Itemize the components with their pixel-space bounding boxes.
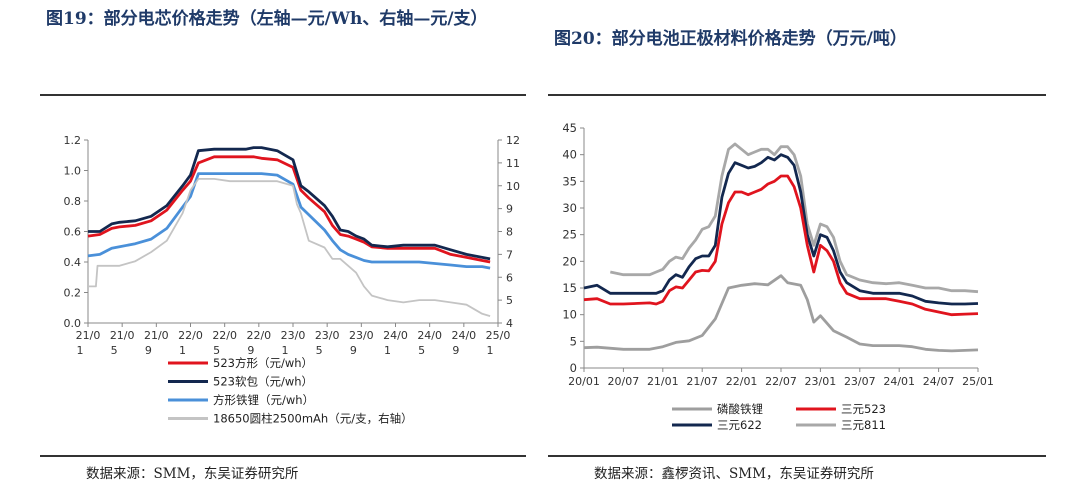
divider-left-bottom (40, 455, 526, 457)
x-tick-label: 24/0 (451, 329, 476, 342)
series-line-3 (87, 172, 491, 270)
legend-label: 磷酸铁锂 (717, 402, 763, 416)
y-tick-label: 5 (570, 334, 577, 348)
x-tick-label: 21/0 (110, 329, 135, 342)
x-tick-label: 20/07 (608, 375, 640, 388)
series-line-2 (583, 174, 979, 317)
series-line-2 (88, 146, 491, 261)
y-tick-label: 10 (562, 308, 577, 322)
y-right-tick-label: 5 (506, 294, 513, 307)
x-tick-label: 1 (384, 344, 391, 357)
y-tick-label: 25 (562, 228, 577, 242)
x-tick-label: 22/07 (765, 375, 797, 388)
x-tick-label: 24/01 (883, 375, 915, 388)
y-right-tick-label: 8 (506, 226, 513, 239)
x-tick-label: 24/0 (383, 329, 408, 342)
x-tick-label: 23/0 (281, 329, 306, 342)
x-tick-label: 23/0 (349, 329, 374, 342)
x-tick-label: 5 (418, 344, 425, 357)
y-left-tick-label: 1.0 (64, 165, 82, 178)
x-tick-label: 9 (452, 344, 459, 357)
x-tick-label: 9 (350, 344, 357, 357)
y-tick-label: 20 (562, 254, 577, 268)
y-tick-label: 0 (570, 361, 577, 375)
y-left-tick-label: 0.0 (64, 317, 82, 330)
y-right-tick-label: 4 (506, 317, 513, 330)
chart-right-plot: 0 5 10 15 20 25 30 35 40 45 20/01 20/07 21/01 21/07 22… (562, 121, 994, 432)
y-right-tick-label: 12 (506, 134, 520, 147)
x-tick-label: 9 (247, 344, 254, 357)
x-tick-label: 1 (282, 344, 289, 357)
x-tick-label: 1 (487, 344, 494, 357)
y-left-tick-label: 0.4 (64, 256, 82, 269)
y-right-tick-label: 9 (506, 203, 513, 216)
x-tick-label: 5 (111, 344, 118, 357)
x-tick-label: 23/07 (844, 375, 876, 388)
x-tick-label: 24/07 (923, 375, 955, 388)
y-left-tick-label: 0.8 (64, 195, 82, 208)
x-tick-label: 23/01 (805, 375, 837, 388)
x-tick-label: 21/07 (686, 375, 718, 388)
y-tick-label: 45 (562, 121, 577, 135)
x-tick-label: 21/01 (647, 375, 679, 388)
source-left: 数据来源：SMM，东吴证券研究所 (86, 466, 299, 482)
x-tick-label: 22/0 (178, 329, 203, 342)
chart-title-left: 图19：部分电芯价格走势（左轴—元/Wh、右轴—元/支） (46, 9, 488, 29)
y-tick-label: 15 (562, 281, 577, 295)
x-tick-label: 5 (213, 344, 220, 357)
y-right-tick-label: 11 (506, 157, 520, 170)
series-line-1 (87, 155, 491, 264)
legend-label: 18650圆柱2500mAh（元/支，右轴） (213, 412, 413, 426)
y-left-tick-label: 1.2 (64, 134, 82, 147)
series-line-3 (583, 153, 979, 306)
series-line-4 (88, 178, 491, 317)
y-right-tick-label: 7 (506, 248, 513, 261)
y-left-tick-label: 0.6 (64, 226, 82, 239)
x-tick-label: 21/0 (144, 329, 169, 342)
x-tick-label: 24/0 (417, 329, 442, 342)
legend-label: 523方形（元/wh） (213, 356, 313, 370)
divider-right-top (548, 94, 1046, 96)
legend-label: 523软包（元/wh） (213, 375, 313, 389)
legend-label: 三元622 (717, 418, 762, 432)
x-tick-label: 25/0 (486, 329, 511, 342)
divider-right-bottom (548, 455, 1046, 457)
x-tick-label: 5 (316, 344, 323, 357)
series-line-4 (610, 142, 979, 294)
x-tick-label: 22/01 (726, 375, 758, 388)
chart-title-right: 图20：部分电池正极材料价格走势（万元/吨） (554, 29, 907, 49)
series-line-1 (583, 274, 979, 353)
y-tick-label: 40 (562, 148, 577, 162)
x-tick-label: 22/0 (246, 329, 271, 342)
x-tick-label: 22/0 (212, 329, 237, 342)
y-right-tick-label: 10 (506, 180, 520, 193)
legend-label: 三元811 (841, 418, 886, 432)
x-tick-label: 23/0 (315, 329, 340, 342)
y-right-tick-label: 6 (506, 271, 513, 284)
y-tick-label: 35 (562, 174, 577, 188)
x-tick-label: 9 (145, 344, 152, 357)
divider-left-top (40, 94, 526, 96)
legend-label: 方形铁锂（元/wh） (213, 393, 314, 407)
x-tick-label: 1 (77, 344, 84, 357)
chart-left-plot: 0.00.20.40.60.81.01.245678910111221/0121… (64, 134, 521, 426)
y-tick-label: 30 (562, 201, 577, 215)
legend-label: 三元523 (841, 402, 886, 416)
x-tick-label: 25/01 (962, 375, 994, 388)
x-tick-label: 21/0 (76, 329, 101, 342)
y-left-tick-label: 0.2 (64, 287, 82, 300)
source-right: 数据来源：鑫椤资讯、SMM，东吴证券研究所 (594, 466, 874, 482)
x-tick-label: 20/01 (568, 375, 600, 388)
x-tick-label: 1 (179, 344, 186, 357)
